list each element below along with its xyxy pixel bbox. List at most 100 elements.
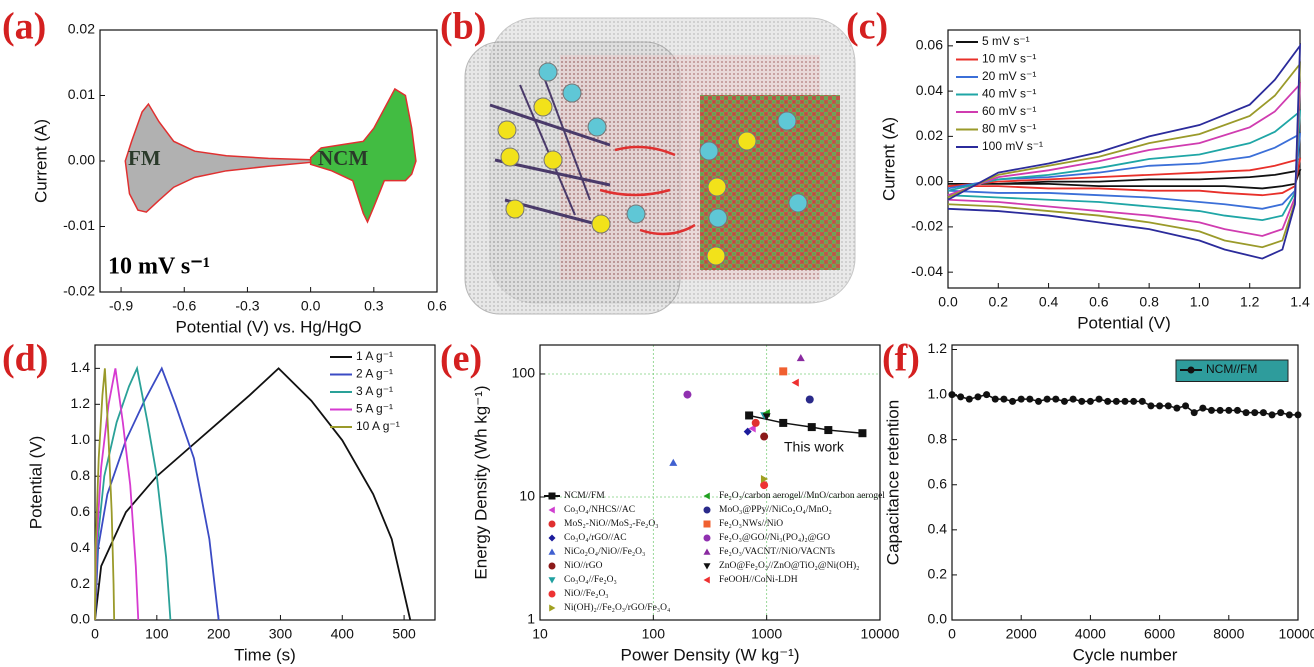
marker xyxy=(752,419,760,427)
marker xyxy=(1009,398,1016,405)
x-tick-label: 0.6 xyxy=(427,298,447,314)
y-axis-title: Current (A) xyxy=(879,117,898,201)
legend-label: MoO₃@PPy//NiCo₂O₄/MnO₂ xyxy=(719,505,832,515)
marker xyxy=(957,393,964,400)
x-tick-label: 6000 xyxy=(1144,626,1175,642)
legend-label: Ni(OH)₂//Fe₂O₃/rGO/Fe₃O₄ xyxy=(564,602,670,613)
legend-marker xyxy=(1188,367,1195,374)
y-tick-label: 1.2 xyxy=(71,395,91,411)
legend-marker xyxy=(704,563,711,569)
panel-label: (c) xyxy=(846,6,888,48)
marker xyxy=(1035,398,1042,405)
y-axis-title: Energy Density (Wh kg⁻¹) xyxy=(471,385,490,579)
y-tick-label: 1.0 xyxy=(928,385,948,401)
anion xyxy=(501,148,519,166)
marker xyxy=(1018,396,1025,403)
y-tick-label: 1.4 xyxy=(71,359,91,375)
marker xyxy=(1122,398,1129,405)
marker xyxy=(683,391,691,399)
legend-label: FeOOH//CoNi-LDH xyxy=(719,575,798,585)
x-tick-label: 0.3 xyxy=(364,298,384,314)
legend-marker xyxy=(549,535,556,542)
y-tick-label: 0.4 xyxy=(71,539,91,555)
marker xyxy=(1217,407,1224,414)
legend-marker xyxy=(549,563,556,570)
marker xyxy=(1000,396,1007,403)
line xyxy=(95,368,114,620)
x-tick-label: 1.2 xyxy=(1240,294,1260,310)
cation xyxy=(588,118,606,136)
y-tick-label: 0.06 xyxy=(916,37,943,53)
y-tick-label: 0.0 xyxy=(928,611,948,627)
legend-label: 60 mV s⁻¹ xyxy=(982,104,1036,118)
y-tick-label: 1.2 xyxy=(928,340,948,356)
x-tick-label: 0.0 xyxy=(301,298,321,314)
legend-marker xyxy=(549,521,556,528)
marker xyxy=(1199,405,1206,412)
marker xyxy=(1260,409,1267,416)
marker xyxy=(1234,407,1241,414)
marker xyxy=(949,391,956,398)
marker xyxy=(1156,402,1163,409)
y-tick-label: 0.02 xyxy=(68,21,95,37)
x-tick-label: 500 xyxy=(392,626,416,642)
panel-label: (d) xyxy=(2,338,48,380)
marker xyxy=(1295,411,1302,418)
cation xyxy=(539,63,557,81)
x-axis-title: Potential (V) vs. Hg/HgO xyxy=(175,317,361,336)
marker xyxy=(1286,411,1293,418)
legend-label: NiCo₂O₄/NiO//Fe₂O₃ xyxy=(564,547,645,557)
y-axis-title: Capacitance retention xyxy=(883,400,902,565)
annotation: 10 mV s⁻¹ xyxy=(108,254,210,280)
panel-label: (f) xyxy=(882,338,920,380)
marker xyxy=(966,396,973,403)
y-tick-label: 0.2 xyxy=(71,575,91,591)
legend-marker xyxy=(704,577,710,584)
legend-label: Co₃O₄/rGO//AC xyxy=(564,533,627,543)
y-axis-title: Current (A) xyxy=(31,119,50,203)
x-tick-label: -0.3 xyxy=(235,298,259,314)
anion xyxy=(534,98,552,116)
legend-marker xyxy=(704,521,711,528)
legend-label: Co₃O₄//Fe₂O₃ xyxy=(564,575,617,585)
x-tick-label: 300 xyxy=(269,626,293,642)
anion xyxy=(592,215,610,233)
y-tick-label: -0.04 xyxy=(911,263,943,279)
marker xyxy=(1269,411,1276,418)
legend-marker xyxy=(549,493,556,500)
x-axis-title: Power Density (W kg⁻¹) xyxy=(621,645,800,664)
anion xyxy=(544,151,562,169)
legend-label: NiO//rGO xyxy=(564,561,603,571)
marker xyxy=(745,411,753,419)
anion xyxy=(498,121,516,139)
marker xyxy=(858,429,866,437)
x-tick-label: -0.6 xyxy=(172,298,196,314)
legend-marker xyxy=(704,535,711,542)
y-tick-label: 0.6 xyxy=(71,503,91,519)
x-tick-label: 100 xyxy=(642,626,666,642)
x-tick-label: 0.0 xyxy=(938,294,958,310)
marker xyxy=(797,354,805,361)
marker xyxy=(760,433,768,441)
y-tick-label: 0.02 xyxy=(916,127,943,143)
legend-marker xyxy=(549,577,556,583)
x-tick-label: 0.2 xyxy=(989,294,1009,310)
marker xyxy=(1277,409,1284,416)
legend-label: NCM//FM xyxy=(1206,362,1257,376)
legend-marker xyxy=(549,591,556,598)
cation xyxy=(700,142,718,160)
marker xyxy=(1044,396,1051,403)
x-tick-label: 0 xyxy=(948,626,956,642)
marker xyxy=(1130,398,1137,405)
x-tick-label: 0.6 xyxy=(1089,294,1109,310)
y-tick-label: 0.6 xyxy=(928,475,948,491)
y-tick-label: 0.00 xyxy=(916,172,943,188)
legend-label: 100 mV s⁻¹ xyxy=(982,139,1043,153)
legend-label: 3 A g⁻¹ xyxy=(356,384,393,398)
cation xyxy=(563,84,581,102)
marker xyxy=(1104,398,1111,405)
y-tick-label: 0.8 xyxy=(928,430,948,446)
x-tick-label: 0.8 xyxy=(1139,294,1159,310)
x-tick-label: 10 xyxy=(532,626,548,642)
legend-label: Fe₂O₃/carbon aerogel//MnO/carbon aerogel xyxy=(719,491,885,501)
